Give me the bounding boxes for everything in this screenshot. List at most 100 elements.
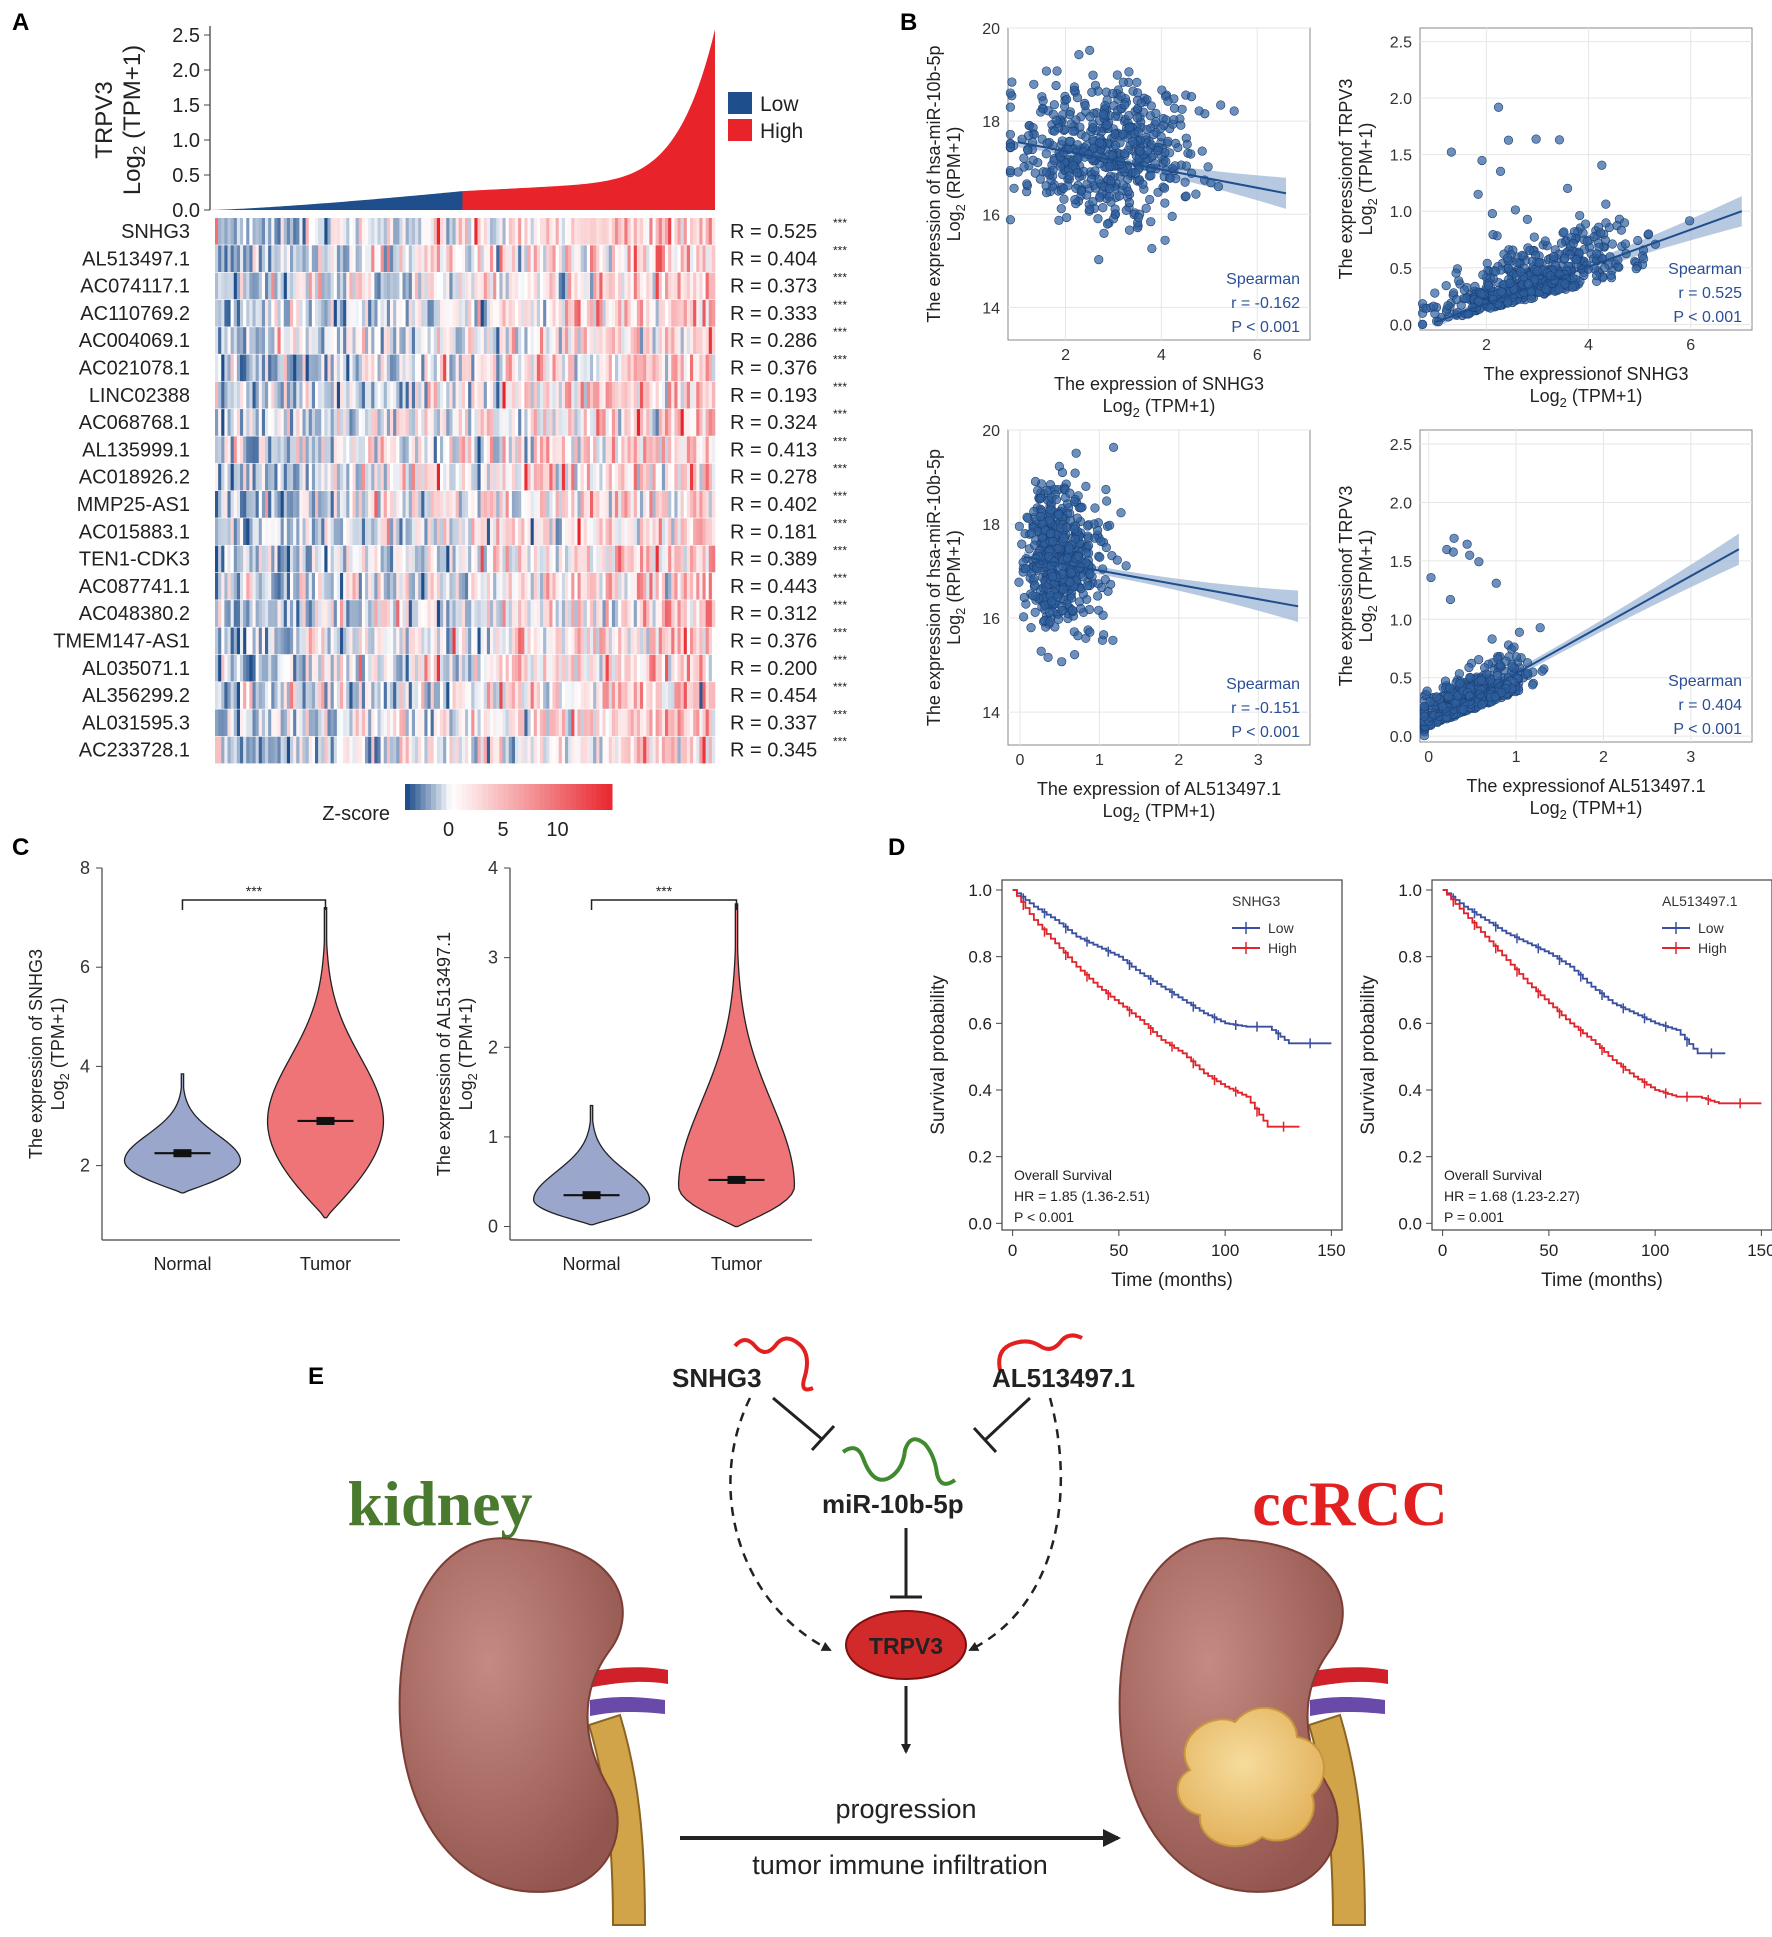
a-heat-cell <box>349 627 353 655</box>
a-heat-cell <box>705 491 710 518</box>
a-heat-cell <box>618 600 622 627</box>
a-colorbar-segment <box>498 784 504 810</box>
b-data-point <box>1067 605 1078 615</box>
a-heat-cell <box>680 627 685 655</box>
a-heat-cell <box>602 409 606 436</box>
a-heat-cell <box>330 436 335 464</box>
panel-label-b: B <box>900 9 917 36</box>
a-colorbar-segment <box>580 784 587 810</box>
a-heat-cell <box>455 299 460 327</box>
a-heat-cell <box>533 218 538 245</box>
a-heat-cell <box>527 654 531 682</box>
a-heat-cell <box>630 682 635 709</box>
a-heat-cell <box>543 299 547 327</box>
a-heat-cell <box>249 600 253 627</box>
a-heat-cell <box>236 381 241 409</box>
a-heat-cell <box>358 682 363 709</box>
a-heat-cell <box>218 218 222 245</box>
a-heat-cell <box>427 409 431 436</box>
a-heat-cell <box>561 436 566 464</box>
a-heat-cell <box>315 736 319 764</box>
a-heat-cell <box>418 327 422 354</box>
a-heat-cell <box>568 218 572 245</box>
a-heat-cell <box>293 682 297 709</box>
a-heat-cell <box>330 709 335 737</box>
a-heat-cell <box>686 409 691 436</box>
a-heat-cell <box>674 272 678 300</box>
a-heat-cell <box>524 381 528 409</box>
a-heat-cell <box>324 409 328 436</box>
a-heat-cell <box>630 600 635 627</box>
a-heat-cell <box>258 381 263 409</box>
a-heat-cell <box>515 299 519 327</box>
a-heat-cell <box>358 600 363 627</box>
a-heat-cell <box>602 491 606 518</box>
b-data-point <box>1580 219 1591 229</box>
a-heat-cell <box>483 436 488 464</box>
a-colorbar-segment <box>508 784 515 810</box>
a-heat-cell <box>283 218 288 245</box>
a-heat-cell <box>255 600 260 627</box>
a-heat-cell <box>633 409 638 436</box>
a-heat-cell <box>527 736 531 764</box>
a-heat-cell <box>602 709 606 737</box>
a-heat-cell <box>515 572 519 600</box>
a-heat-cell <box>546 491 550 518</box>
a-heat-cell <box>293 709 297 737</box>
a-heat-cell <box>577 736 581 764</box>
a-heat-cell <box>671 381 675 409</box>
b-data-point <box>1121 561 1131 571</box>
a-heat-cell <box>471 654 475 682</box>
a-heat-cell <box>380 545 385 573</box>
a-heat-cell <box>377 654 381 682</box>
a-colorbar-segment <box>549 784 556 810</box>
a-heat-cell <box>340 736 344 764</box>
b-data-point <box>1582 236 1592 246</box>
a-heat-cell <box>440 463 444 491</box>
a-heat-cell <box>333 327 338 354</box>
a-heat-cell <box>633 381 638 409</box>
a-heat-cell <box>255 572 260 600</box>
a-heat-cell <box>290 381 294 409</box>
a-heat-cell <box>268 436 272 464</box>
b-data-point <box>1098 109 1109 120</box>
a-heat-cell <box>274 545 278 573</box>
a-heat-cell <box>396 600 400 627</box>
a-heat-cell <box>618 245 622 272</box>
a-heat-cell <box>252 409 256 436</box>
a-heat-cell <box>683 381 688 409</box>
a-heat-cell <box>693 409 697 436</box>
a-heat-cell <box>683 299 688 327</box>
a-heat-cell <box>458 245 463 272</box>
a-heat-cell <box>505 736 510 764</box>
a-heat-cell <box>252 518 256 545</box>
a-heat-cell <box>711 600 716 627</box>
a-heat-cell <box>474 518 478 545</box>
a-heat-correlation: R = 0.345 <box>730 740 817 762</box>
a-heat-cell <box>690 463 694 491</box>
b-data-point <box>1157 85 1167 95</box>
b-xtick-label: 6 <box>1253 347 1262 364</box>
a-heat-cell <box>386 299 391 327</box>
a-heat-cell <box>346 245 350 272</box>
a-heat-cell <box>327 600 331 627</box>
a-heat-cell <box>655 299 660 327</box>
a-heat-cell <box>596 354 600 382</box>
a-heat-cell <box>383 627 388 655</box>
a-heat-cell <box>605 381 610 409</box>
a-heat-cell <box>393 436 397 464</box>
a-ytick-label: 2.0 <box>172 60 200 82</box>
a-heat-cell <box>396 381 400 409</box>
a-heat-cell <box>355 654 360 682</box>
a-heat-cell <box>611 436 616 464</box>
a-heat-cell <box>565 436 569 464</box>
a-heat-cell <box>496 463 500 491</box>
a-heat-cell <box>236 327 241 354</box>
b-data-point <box>1229 106 1239 116</box>
a-heat-cell <box>336 218 341 245</box>
a-heat-cell <box>471 709 475 737</box>
a-heat-cell <box>443 654 447 682</box>
b-data-point <box>1018 612 1029 622</box>
a-heat-cell <box>255 518 260 545</box>
a-heat-cell <box>680 545 685 573</box>
